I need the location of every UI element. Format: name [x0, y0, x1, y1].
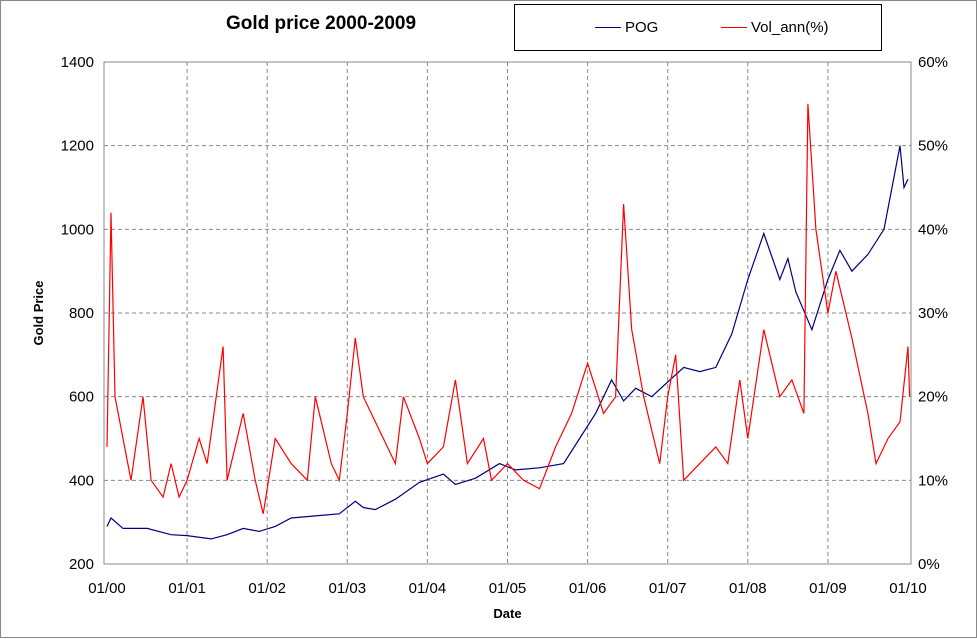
y2-tick-label: 50% [918, 138, 948, 155]
legend-swatch-pog [595, 27, 621, 28]
y-axis-label: Gold Price [31, 280, 46, 345]
y-tick-label: 400 [69, 472, 94, 489]
x-tick-label: 01/08 [729, 580, 767, 597]
x-tick-label: 01/05 [489, 580, 527, 597]
y-tick-label: 800 [69, 305, 94, 322]
series-line-pog [106, 145, 909, 540]
legend-label-vol: Vol_ann(%) [751, 19, 829, 36]
y-tick-label: 200 [69, 556, 94, 573]
y2-tick-label: 30% [918, 305, 948, 322]
y-tick-label: 1200 [61, 138, 94, 155]
y2-tick-label: 20% [918, 389, 948, 406]
plot-border [103, 61, 912, 565]
y2-tick-label: 0% [918, 556, 940, 573]
x-tick-label: 01/03 [329, 580, 367, 597]
legend-label-pog: POG [625, 19, 659, 36]
y-tick-label: 1000 [61, 221, 94, 238]
x-tick-label: 01/04 [409, 580, 447, 597]
legend-item-vol: Vol_ann(%) [721, 19, 829, 36]
x-tick-label: 01/07 [649, 580, 687, 597]
y2-tick-label: 10% [918, 472, 948, 489]
x-tick-label: 01/09 [809, 580, 847, 597]
legend-swatch-vol [721, 27, 747, 28]
x-tick-label: 01/02 [248, 580, 286, 597]
series-line-vol [106, 103, 911, 514]
legend-item-pog: POG [595, 19, 658, 36]
x-axis-label: Date [493, 606, 521, 621]
chart-title: Gold price 2000-2009 [225, 13, 417, 34]
legend: POG Vol_ann(%) [514, 4, 882, 51]
y2-tick-label: 60% [918, 54, 948, 71]
y2-tick-label: 40% [918, 221, 948, 238]
y-tick-label: 1400 [61, 54, 94, 71]
x-tick-label: 01/00 [88, 580, 126, 597]
y-tick-label: 600 [69, 389, 94, 406]
x-tick-label: 01/01 [168, 580, 206, 597]
x-tick-label: 01/06 [569, 580, 607, 597]
x-tick-label: 01/10 [889, 580, 927, 597]
